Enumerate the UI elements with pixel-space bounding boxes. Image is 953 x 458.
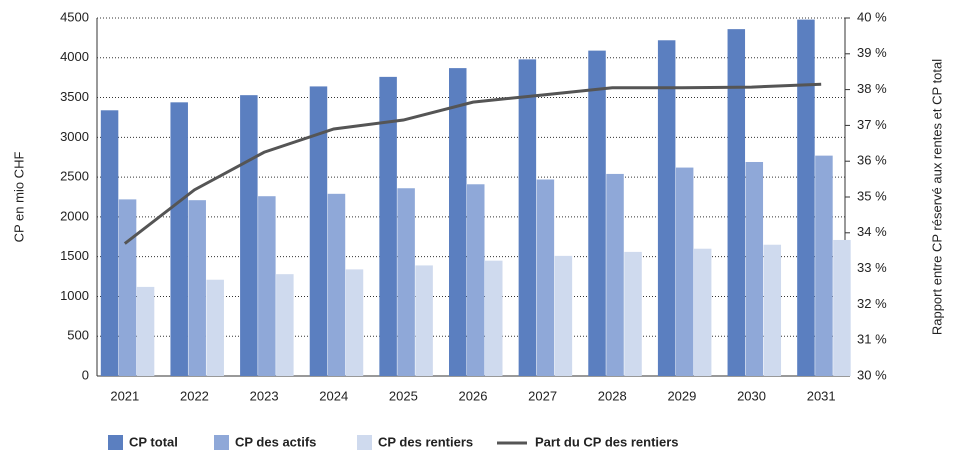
legend-text: Part du CP des rentiers (535, 434, 679, 449)
bar (258, 196, 276, 376)
bar (833, 239, 851, 376)
x-tick-label: 2023 (250, 388, 279, 403)
bar (415, 265, 433, 376)
bar (206, 279, 224, 376)
y2-tick-label: 30 % (857, 367, 887, 382)
y-tick-label: 4000 (60, 49, 89, 64)
bar (657, 40, 676, 377)
bar (467, 184, 485, 376)
bar (309, 86, 328, 376)
y-tick-label: 1000 (60, 288, 89, 303)
x-tick-label: 2027 (528, 388, 557, 403)
bar (606, 173, 624, 376)
bar (518, 59, 537, 376)
bar (449, 68, 467, 377)
y-tick-label: 2000 (60, 208, 89, 223)
y-tick-label: 0 (82, 367, 89, 382)
x-tick-label: 2021 (110, 388, 139, 403)
bar (693, 248, 712, 376)
bar (554, 255, 573, 376)
y-tick-label: 3500 (60, 89, 89, 104)
y2-tick-label: 36 % (857, 153, 887, 168)
bar (485, 260, 503, 376)
bar (763, 244, 782, 376)
legend-text: CP des actifs (235, 434, 316, 449)
y2-tick-label: 40 % (857, 9, 887, 24)
bar (136, 286, 155, 376)
bar (170, 102, 188, 376)
y2-tick-label: 34 % (857, 224, 887, 239)
y-tick-label: 4500 (60, 9, 89, 24)
x-tick-label: 2024 (319, 388, 348, 403)
y2-tick-label: 35 % (857, 188, 887, 203)
x-tick-label: 2028 (598, 388, 627, 403)
bar (240, 95, 258, 377)
legend-text: CP des rentiers (378, 434, 473, 449)
x-tick-label: 2029 (667, 388, 696, 403)
bar (188, 200, 206, 376)
legend-swatch (108, 435, 123, 450)
bar (675, 167, 694, 376)
y-tick-label: 2500 (60, 169, 89, 184)
y-tick-label: 3000 (60, 129, 89, 144)
y2-tick-label: 32 % (857, 296, 887, 311)
y-axis-label: CP en mio CHF (11, 152, 26, 243)
bar (588, 50, 606, 377)
x-tick-label: 2022 (180, 388, 209, 403)
line (123, 82, 822, 245)
y2-tick-label: 33 % (857, 260, 887, 275)
bar (624, 251, 642, 376)
x-tick-label: 2031 (807, 388, 836, 403)
bar (815, 155, 833, 376)
bar (797, 19, 815, 376)
bar (727, 29, 746, 376)
legend-text: CP total (129, 434, 178, 449)
bar (100, 110, 119, 376)
x-tick-label: 2030 (737, 388, 766, 403)
x-tick-label: 2025 (389, 388, 418, 403)
bar (327, 193, 346, 376)
legend-swatch (357, 435, 372, 450)
bar (745, 161, 764, 376)
bar (276, 274, 294, 376)
legend-swatch (214, 435, 229, 450)
bar (345, 269, 364, 376)
y2-axis-label: Rapport entre CP réservé aux rentes et C… (929, 59, 944, 335)
x-tick-label: 2026 (459, 388, 488, 403)
y2-tick-label: 38 % (857, 81, 887, 96)
y-tick-label: 1500 (60, 248, 89, 263)
y2-tick-label: 31 % (857, 332, 887, 347)
bar (118, 199, 137, 376)
bar (536, 179, 555, 376)
y-tick-label: 500 (67, 328, 89, 343)
bar (397, 188, 415, 376)
bar (379, 76, 397, 377)
y2-tick-label: 39 % (857, 45, 887, 60)
y2-tick-label: 37 % (857, 117, 887, 132)
